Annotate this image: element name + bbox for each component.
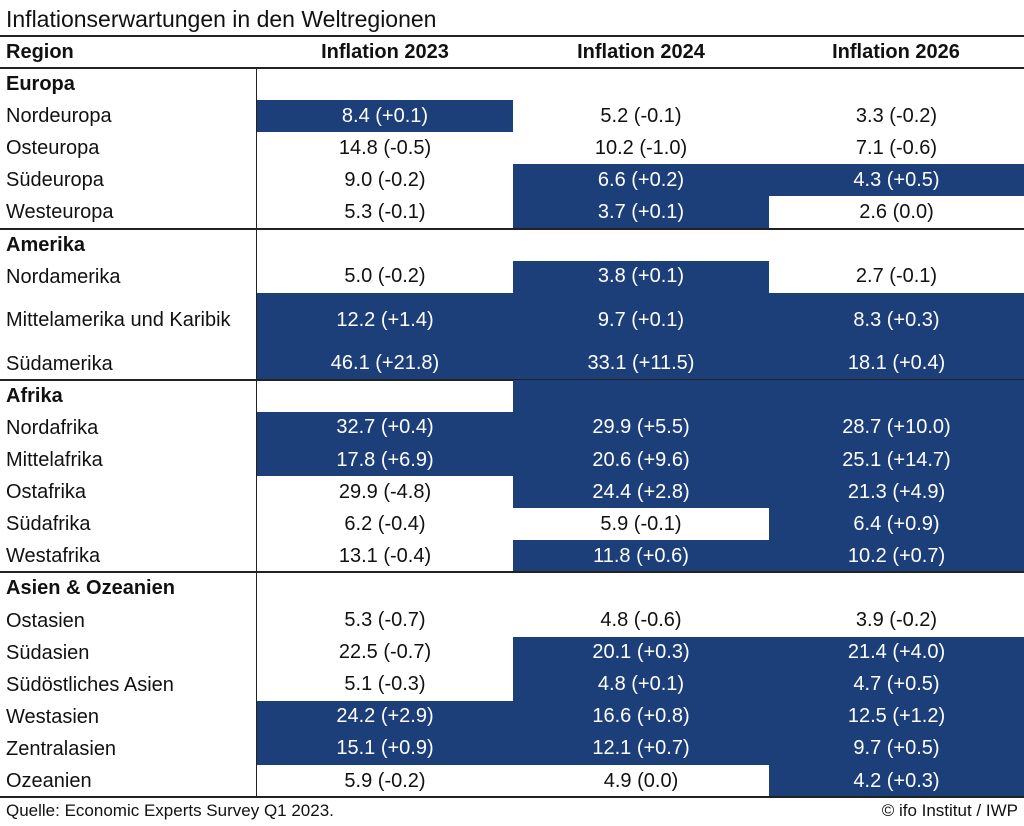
region-label: Nordamerika xyxy=(6,265,121,288)
table-cell: 9.0 (-0.2) xyxy=(344,168,426,191)
region-label: Ostafrika xyxy=(6,481,87,504)
table-cell: 5.3 (-0.1) xyxy=(344,200,426,223)
table-cell: 17.8 (+6.9) xyxy=(257,444,513,477)
table-cell: 10.2 (+0.7) xyxy=(769,540,1024,573)
table-cell: 10.2 (-1.0) xyxy=(594,136,688,159)
column-header-1: Inflation 2023 xyxy=(321,41,449,63)
table-cell: 12.1 (+0.7) xyxy=(513,732,769,765)
group-separator-rule xyxy=(0,796,1024,799)
region-label: Mittelafrika xyxy=(6,449,103,472)
group-label: Europa xyxy=(6,73,75,96)
table-cell: 4.3 (+0.5) xyxy=(769,164,1024,197)
table-cell: 8.3 (+0.3) xyxy=(769,292,1024,348)
table-cell: 29.9 (-4.8) xyxy=(338,480,432,503)
group-separator-rule xyxy=(0,227,1024,230)
region-label: Ozeanien xyxy=(6,770,92,793)
table-cell: 4.8 (+0.1) xyxy=(513,668,769,701)
table-cell: 14.8 (-0.5) xyxy=(338,136,432,159)
table-cell: 6.6 (+0.2) xyxy=(513,164,769,197)
table-cell: 29.9 (+5.5) xyxy=(513,411,769,444)
table-cell: 4.9 (0.0) xyxy=(603,769,679,792)
region-label: Südamerika xyxy=(6,352,113,375)
region-label: Nordafrika xyxy=(6,416,99,439)
table-cell: 32.7 (+0.4) xyxy=(257,411,513,444)
table-cell: 4.8 (-0.6) xyxy=(600,609,682,632)
table-cell: 5.2 (-0.1) xyxy=(600,104,682,127)
column-header-3: Inflation 2026 xyxy=(832,41,960,63)
table-cell: 9.7 (+0.1) xyxy=(513,292,769,348)
table-cell: 3.9 (-0.2) xyxy=(855,609,938,632)
table-cell: 12.2 (+1.4) xyxy=(257,292,513,348)
region-label: Westafrika xyxy=(6,545,101,568)
region-label: Südeuropa xyxy=(6,169,104,192)
region-label: Westeuropa xyxy=(6,201,114,224)
region-label: Südasien xyxy=(6,641,90,664)
table-cell: 5.9 (-0.1) xyxy=(600,512,682,535)
table-top-rule xyxy=(0,35,1024,37)
table-cell: 46.1 (+21.8) xyxy=(257,347,513,380)
table-cell: 18.1 (+0.4) xyxy=(769,347,1024,380)
table-cell: 13.1 (-0.4) xyxy=(338,544,432,567)
table-cell: 24.4 (+2.8) xyxy=(513,476,769,509)
group-separator-rule xyxy=(0,378,1024,381)
table-cell: 22.5 (-0.7) xyxy=(338,641,432,664)
table-cell: 16.6 (+0.8) xyxy=(513,700,769,733)
table-cell: 6.2 (-0.4) xyxy=(344,512,426,535)
group-separator-rule xyxy=(0,571,1024,574)
region-label: Nordeuropa xyxy=(6,105,112,128)
region-label: Osteuropa xyxy=(6,137,100,160)
column-header-region: Region xyxy=(6,41,74,63)
table-cell: 2.6 (0.0) xyxy=(859,200,934,223)
region-label: Mittelamerika und Karibik xyxy=(6,309,231,332)
table-cell: 2.7 (-0.1) xyxy=(855,265,938,288)
table-cell: 3.3 (-0.2) xyxy=(855,104,938,127)
table-cell: 33.1 (+11.5) xyxy=(513,347,769,380)
table-cell: 3.8 (+0.1) xyxy=(513,260,769,293)
table-cell: 5.9 (-0.2) xyxy=(344,769,426,792)
region-label: Ostasien xyxy=(6,609,85,632)
table-cell: 4.2 (+0.3) xyxy=(769,765,1024,798)
column-divider xyxy=(256,68,257,798)
chart-title: Inflationserwartungen in den Weltregione… xyxy=(6,6,437,32)
table-cell: 8.4 (+0.1) xyxy=(257,100,513,133)
table-cell: 21.3 (+4.9) xyxy=(769,476,1024,509)
source-note: Quelle: Economic Experts Survey Q1 2023. xyxy=(6,801,334,820)
table-cell: 21.4 (+4.0) xyxy=(769,636,1024,669)
table-cell: 28.7 (+10.0) xyxy=(769,411,1024,444)
group-label: Asien & Ozeanien xyxy=(6,577,175,600)
table-cell: 20.6 (+9.6) xyxy=(513,444,769,477)
table-cell: 20.1 (+0.3) xyxy=(513,636,769,669)
table-cell: 11.8 (+0.6) xyxy=(513,540,769,573)
column-header-2: Inflation 2024 xyxy=(577,41,705,63)
region-label: Südafrika xyxy=(6,513,91,536)
table-cell: 5.3 (-0.7) xyxy=(344,609,426,632)
header-bottom-rule xyxy=(0,67,1024,69)
table-cell: 15.1 (+0.9) xyxy=(257,732,513,765)
copyright-note: © ifo Institut / IWP xyxy=(881,801,1018,820)
group-label: Afrika xyxy=(6,384,63,407)
table-cell: 6.4 (+0.9) xyxy=(769,508,1024,541)
table-cell: 5.1 (-0.3) xyxy=(344,673,426,696)
table-cell: 4.7 (+0.5) xyxy=(769,668,1024,701)
group-label: Amerika xyxy=(6,233,85,256)
table-cell: 3.7 (+0.1) xyxy=(513,196,769,229)
table-cell: 9.7 (+0.5) xyxy=(769,732,1024,765)
region-label: Südöstliches Asien xyxy=(6,673,174,696)
table-cell: 12.5 (+1.2) xyxy=(769,700,1024,733)
table-cell: 7.1 (-0.6) xyxy=(855,136,938,159)
table-cell: 5.0 (-0.2) xyxy=(344,265,426,288)
table-cell: 24.2 (+2.9) xyxy=(257,700,513,733)
table-cell: 25.1 (+14.7) xyxy=(769,444,1024,477)
highlight-block xyxy=(769,379,1024,412)
region-label: Zentralasien xyxy=(6,737,117,760)
region-label: Westasien xyxy=(6,705,100,728)
highlight-block xyxy=(513,379,769,412)
